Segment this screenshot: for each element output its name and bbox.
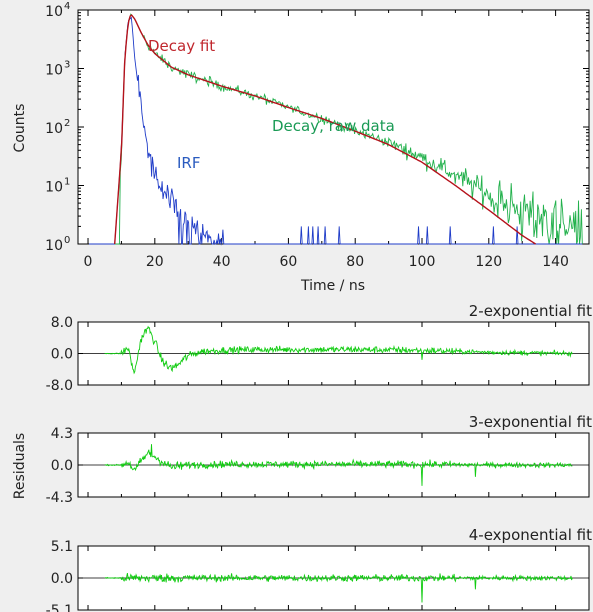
x-tick-label: 40 (213, 254, 231, 270)
residual-panel-2exp: 2-exponential fit 8.0 0.0 -8.0 (46, 302, 592, 394)
residual-line (104, 573, 573, 603)
residual-y-tick-label: 0.0 (51, 347, 73, 363)
x-tick-label: 140 (542, 254, 569, 270)
y-axis-label: Counts (12, 104, 28, 153)
x-tick-label: 0 (84, 254, 93, 270)
y-tick-label-exponent: 4 (64, 1, 70, 12)
x-tick-label: 100 (409, 254, 436, 270)
y-tick-label-exponent: 1 (64, 177, 70, 188)
y-tick-label-base: 10 (45, 121, 63, 137)
decay-plot-frame (77, 9, 590, 245)
residual-line (104, 325, 573, 375)
x-axis-label: Time / ns (300, 278, 365, 294)
residual-y-tick-label: 0.0 (51, 458, 73, 474)
residuals-axis-label: Residuals (12, 433, 28, 499)
y-tick-label-base: 10 (45, 180, 63, 196)
decay-fit-line (114, 14, 536, 245)
residual-y-tick-label: -4.3 (46, 490, 73, 506)
y-tick-label-exponent: 2 (64, 118, 70, 129)
residual-y-tick-label: -5.1 (46, 603, 73, 612)
irf-annotation: IRF (177, 154, 200, 172)
residual-y-tick-label: -8.0 (46, 378, 73, 394)
irf-line (89, 16, 583, 246)
y-tick-label-exponent: 3 (64, 60, 70, 71)
residual-panel-title: 3-exponential fit (469, 413, 592, 431)
decay-fit-annotation: Decay fit (148, 37, 215, 55)
y-tick-label-exponent: 0 (64, 235, 70, 246)
residual-y-tick-label: 8.0 (51, 315, 73, 331)
residual-y-tick-label: 4.3 (51, 426, 73, 442)
y-tick-label-base: 10 (45, 238, 63, 254)
residual-line (104, 444, 573, 486)
residual-y-tick-label: 5.1 (51, 539, 73, 555)
raw-data-annotation: Decay, raw data (272, 117, 395, 135)
residual-panel-title: 4-exponential fit (469, 526, 592, 544)
x-tick-label: 120 (475, 254, 502, 270)
x-tick-label: 20 (146, 254, 164, 270)
y-tick-label-base: 10 (45, 63, 63, 79)
x-tick-label: 60 (279, 254, 297, 270)
residual-panel-title: 2-exponential fit (469, 302, 592, 320)
x-tick-label: 80 (346, 254, 364, 270)
y-tick-label-base: 10 (45, 4, 63, 20)
residual-y-tick-label: 0.0 (51, 571, 73, 587)
residual-panel-3exp: 3-exponential fit 4.3 0.0 -4.3 (46, 413, 592, 506)
residual-panel-4exp: 4-exponential fit 5.1 0.0 -5.1 (46, 526, 592, 612)
